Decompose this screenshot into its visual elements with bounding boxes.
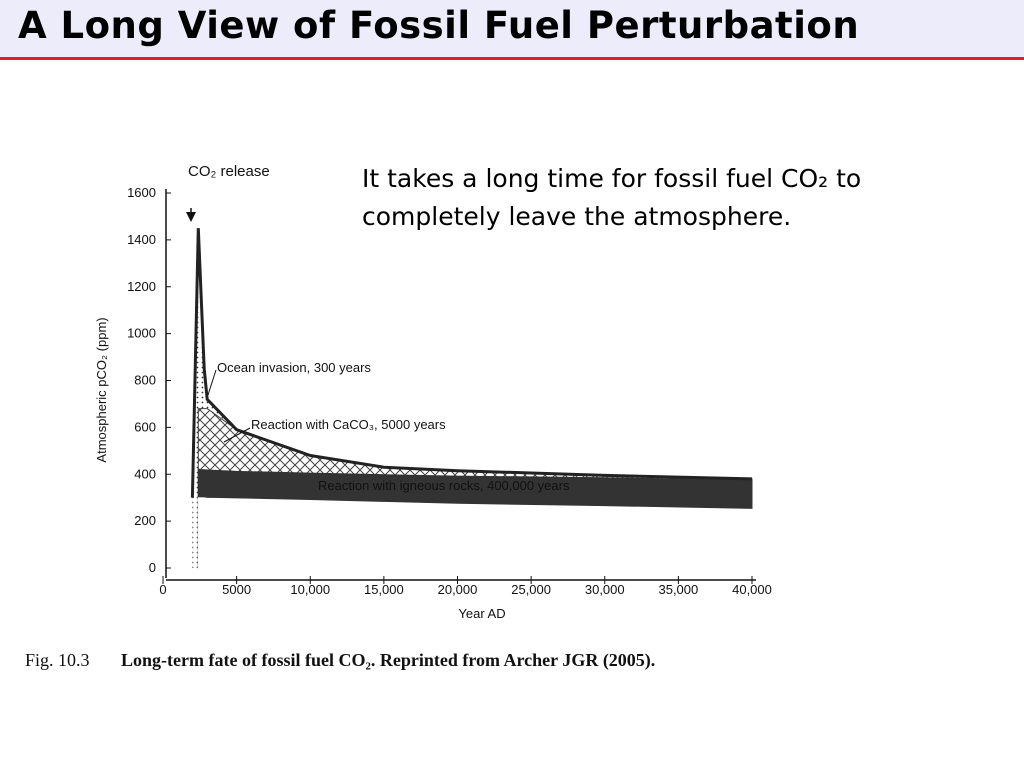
y-tick-label: 0 [149,560,156,575]
annotation: Reaction with igneous rocks, 400,000 yea… [318,478,570,493]
annotation-leader [223,427,251,443]
x-tick-label: 0 [159,582,166,597]
x-tick-label: 40,000 [732,582,772,597]
annotation: Reaction with CaCO₃, 5000 years [251,417,446,432]
y-axis-label: Atmospheric pCO₂ (ppm) [94,317,109,462]
y-tick-label: 1400 [127,232,156,247]
x-tick-label: 20,000 [438,582,478,597]
body-text: It takes a long time for fossil fuel CO₂… [362,164,862,231]
x-axis-label: Year AD [458,606,505,621]
x-tick-label: 35,000 [658,582,698,597]
annotation-leader [207,369,217,396]
release-arrowhead [186,212,196,222]
x-tick-label: 30,000 [585,582,625,597]
slide-title: A Long View of Fossil Fuel Perturbation [18,4,860,47]
caption-text: Long-term fate of fossil fuel CO₂. Repri… [121,650,656,670]
line [190,228,753,498]
title-bar: A Long View of Fossil Fuel Perturbation [0,0,1024,60]
figure-caption: Fig. 10.3 Long-term fate of fossil fuel C… [25,650,655,671]
y-tick-label: 800 [134,373,156,388]
x-tick-label: 15,000 [364,582,404,597]
y-tick-label: 600 [134,419,156,434]
y-tick-label: 200 [134,513,156,528]
y-tick-label: 1000 [127,326,156,341]
x-tick-label: 5000 [222,582,251,597]
x-tick-label: 10,000 [290,582,330,597]
x-tick-label: 25,000 [511,582,551,597]
annotation: Ocean invasion, 300 years [217,360,371,375]
y-tick-label: 1200 [127,279,156,294]
area [197,497,753,569]
annotation: CO₂ release [188,163,270,180]
figure-label: Fig. 10.3 [25,650,90,670]
y-tick-label: 1600 [127,185,156,200]
y-tick-label: 400 [134,466,156,481]
